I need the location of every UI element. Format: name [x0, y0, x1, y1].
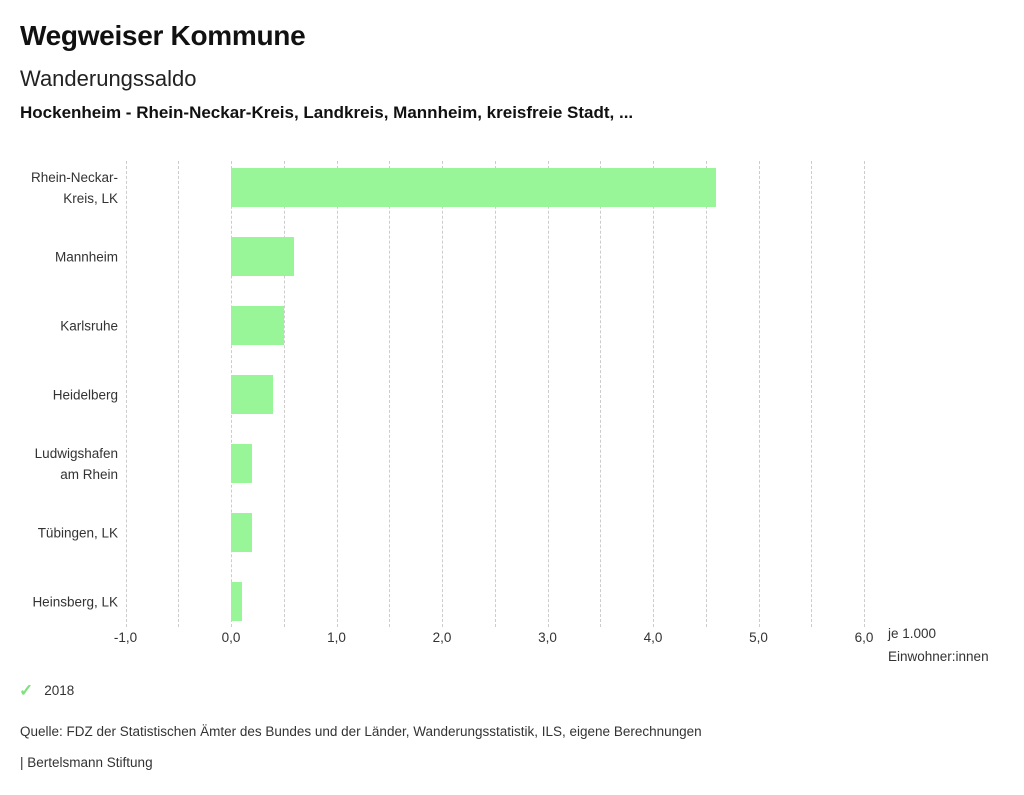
- category-label: Mannheim: [54, 249, 118, 264]
- legend-year-label: 2018: [44, 683, 75, 698]
- bar-karlsruhe[interactable]: [231, 306, 284, 345]
- gridline: [600, 161, 602, 627]
- category-label: Ludwigshafen am Rhein: [34, 445, 118, 482]
- gridline: [178, 161, 180, 627]
- gridline: [758, 161, 760, 627]
- check-icon: ✓: [19, 681, 34, 700]
- category-label: Heinsberg, LK: [32, 594, 118, 609]
- x-tick-label: 0,0: [221, 630, 241, 645]
- gridline: [336, 161, 338, 627]
- region-context-line: Hockenheim - Rhein-Neckar-Kreis, Landkre…: [20, 103, 634, 122]
- gridline: [389, 161, 391, 627]
- gridline: [283, 161, 285, 627]
- gridline: [442, 161, 443, 627]
- bar-tübingen,-lk[interactable]: [231, 513, 253, 552]
- legend-item-2018[interactable]: ✓ 2018: [19, 682, 74, 699]
- x-tick-label: 5,0: [749, 630, 768, 645]
- bar-heinsberg,-lk[interactable]: [231, 582, 242, 621]
- page-title: Wegweiser Kommune: [20, 20, 306, 51]
- gridline: [547, 161, 549, 627]
- category-label: Karlsruhe: [60, 318, 118, 333]
- gridline: [494, 161, 496, 627]
- gridline: [653, 161, 654, 627]
- category-label: Heidelberg: [52, 387, 118, 402]
- bar-heidelberg[interactable]: [231, 375, 274, 414]
- branding-note: | Bertelsmann Stiftung: [20, 755, 153, 770]
- source-note: Quelle: FDZ der Statistischen Ämter des …: [20, 724, 702, 739]
- gridline: [125, 161, 127, 627]
- x-tick-label: 1,0: [327, 630, 346, 645]
- x-tick-label: 3,0: [538, 630, 557, 645]
- x-tick-label: 6,0: [854, 630, 874, 645]
- gridline: [705, 161, 707, 627]
- gridline: [811, 161, 813, 627]
- x-tick-label: 2,0: [432, 630, 452, 645]
- category-label: Rhein-Neckar- Kreis, LK: [30, 169, 118, 206]
- bar-mannheim[interactable]: [231, 237, 295, 276]
- indicator-title: Wanderungssaldo: [20, 66, 197, 91]
- bar-rhein-neckar--kreis,-lk[interactable]: [231, 168, 717, 207]
- axis-unit-label: je 1.000 Einwohner:innen: [888, 626, 989, 664]
- x-tick-label: 4,0: [643, 630, 663, 645]
- bar-ludwigshafen-am-rhein[interactable]: [231, 444, 253, 483]
- x-tick-label: -1,0: [113, 630, 138, 645]
- gridline: [864, 161, 865, 627]
- category-label: Tübingen, LK: [37, 525, 118, 540]
